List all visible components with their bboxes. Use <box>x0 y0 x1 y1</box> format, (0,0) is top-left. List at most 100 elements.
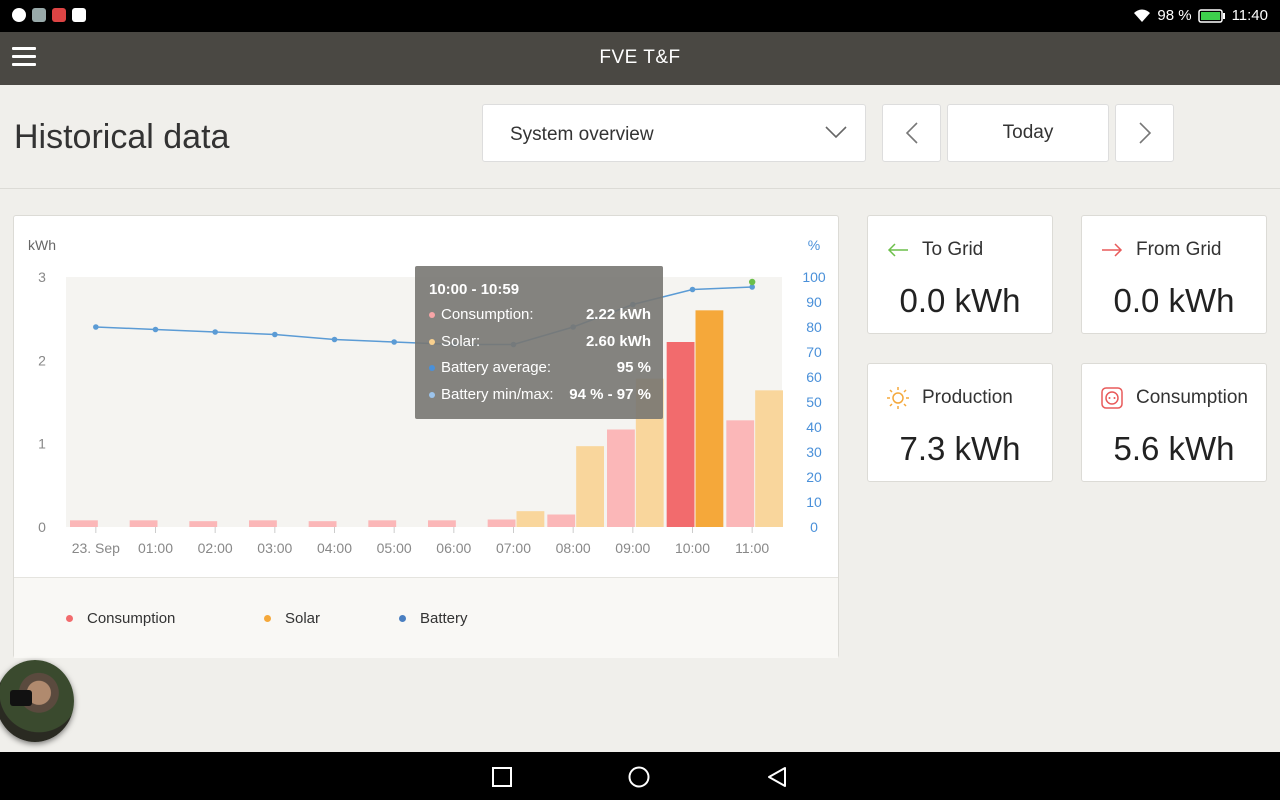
x-tick-label: 10:00 <box>675 540 710 556</box>
production-label: Production <box>922 387 1013 408</box>
view-select[interactable]: System overview <box>482 104 866 162</box>
tooltip-dot-icon <box>429 365 435 372</box>
consumption-bar <box>726 420 755 527</box>
solar-bar <box>576 446 604 527</box>
tooltip-label: Battery min/max: <box>441 386 554 403</box>
consumption-bar <box>189 521 218 527</box>
y-left-axis-label: kWh <box>28 237 56 253</box>
x-tick-label: 08:00 <box>556 540 591 556</box>
to-grid-label: To Grid <box>922 239 984 260</box>
tooltip-value: 2.60 kWh <box>585 333 651 350</box>
today-button[interactable]: Today <box>947 104 1109 162</box>
consumption-bar <box>70 520 98 527</box>
legend-consumption-label: Consumption <box>87 610 176 627</box>
app-title: FVE T&F <box>599 47 681 68</box>
x-tick-label: 02:00 <box>198 540 233 556</box>
solar-bar <box>695 310 724 527</box>
production-card[interactable]: Production 7.3 kWh <box>867 363 1053 482</box>
arrow-left-icon <box>887 243 908 257</box>
menu-icon[interactable] <box>12 47 36 69</box>
battery-point <box>152 326 159 333</box>
y-right-tick: 70 <box>806 344 822 360</box>
chart-legend: Consumption Solar Battery <box>14 577 838 658</box>
y-right-tick: 90 <box>806 294 822 310</box>
solar-bar <box>755 390 783 527</box>
next-button[interactable] <box>1115 104 1174 162</box>
battery-point <box>331 336 338 343</box>
y-right-tick: 40 <box>806 419 822 435</box>
y-left-tick: 2 <box>38 352 46 368</box>
sun-icon <box>887 387 909 409</box>
from-grid-value: 0.0 kWh <box>1113 282 1235 319</box>
consumption-dot-icon <box>66 615 73 622</box>
consumption-bar <box>308 521 337 527</box>
from-grid-card[interactable]: From Grid 0.0 kWh <box>1081 215 1267 334</box>
divider <box>0 188 1280 189</box>
consumption-card[interactable]: Consumption 5.6 kWh <box>1081 363 1267 482</box>
y-right-axis-label: % <box>808 237 820 253</box>
consumption-bar <box>607 429 635 527</box>
legend-battery[interactable]: Battery <box>399 610 468 627</box>
tooltip-row-battery-average: Battery average: 95 % <box>429 359 651 376</box>
x-tick-label: 23. Sep <box>72 540 120 556</box>
youtube-icon <box>72 8 86 22</box>
tooltip-row-battery-minmax: Battery min/max: 94 % - 97 % <box>429 386 651 403</box>
consumption-bar <box>368 520 397 527</box>
battery-point <box>689 286 696 293</box>
tooltip-dot-icon <box>429 312 435 319</box>
tooltip-row-consumption: Consumption: 2.22 kWh <box>429 306 651 323</box>
tooltip-label: Consumption: <box>441 306 534 323</box>
consumption-bar <box>428 520 456 527</box>
to-grid-value: 0.0 kWh <box>899 282 1021 319</box>
x-tick-label: 06:00 <box>436 540 471 556</box>
tooltip-dot-icon <box>429 339 435 346</box>
battery-max-point <box>748 278 756 286</box>
y-left-tick: 0 <box>38 519 46 535</box>
y-right-tick: 100 <box>802 269 826 285</box>
solar-dot-icon <box>264 615 271 622</box>
view-select-value: System overview <box>510 124 654 145</box>
battery-percent: 98 % <box>1157 7 1192 24</box>
legend-solar-label: Solar <box>285 610 321 627</box>
chevron-down-icon <box>825 126 847 139</box>
recents-icon[interactable] <box>491 766 513 788</box>
home-icon[interactable] <box>628 766 650 788</box>
y-right-tick: 30 <box>806 444 822 460</box>
from-grid-label: From Grid <box>1136 239 1222 260</box>
app-icon <box>32 8 46 22</box>
to-grid-card[interactable]: To Grid 0.0 kWh <box>867 215 1053 334</box>
battery-point <box>212 329 218 335</box>
chat-head-avatar[interactable] <box>0 660 74 742</box>
consumption-bar <box>487 519 516 527</box>
previous-button[interactable] <box>882 104 941 162</box>
legend-battery-label: Battery <box>420 610 468 627</box>
mail-icon <box>52 8 66 22</box>
legend-consumption[interactable]: Consumption <box>66 610 175 627</box>
tooltip-value: 2.22 kWh <box>585 306 651 323</box>
y-right-tick: 50 <box>806 394 822 410</box>
x-tick-label: 09:00 <box>615 540 650 556</box>
x-tick-label: 05:00 <box>377 540 412 556</box>
y-right-tick: 0 <box>810 519 818 535</box>
app-bar: FVE T&F <box>0 32 1280 85</box>
tooltip-value: 95 % <box>616 359 651 376</box>
battery-icon <box>1197 8 1225 23</box>
clock: 11:40 <box>1231 7 1268 24</box>
arrow-right-icon <box>1102 243 1123 257</box>
status-right: 98 % 11:40 <box>1133 7 1268 24</box>
system-nav-bar <box>0 752 1280 800</box>
legend-solar[interactable]: Solar <box>264 610 320 627</box>
back-icon[interactable] <box>766 766 788 788</box>
page-title: Historical data <box>14 118 230 156</box>
production-value: 7.3 kWh <box>899 430 1021 467</box>
y-left-tick: 1 <box>38 436 46 452</box>
notification-icons <box>12 8 86 22</box>
y-right-tick: 20 <box>806 469 822 485</box>
battery-dot-icon <box>399 615 406 622</box>
battery-point <box>749 284 755 290</box>
outlet-icon <box>1101 387 1123 409</box>
tooltip-row-solar: Solar: 2.60 kWh <box>429 333 651 350</box>
chevron-left-icon <box>905 122 918 144</box>
y-left-tick: 3 <box>38 269 46 285</box>
x-tick-label: 03:00 <box>257 540 292 556</box>
